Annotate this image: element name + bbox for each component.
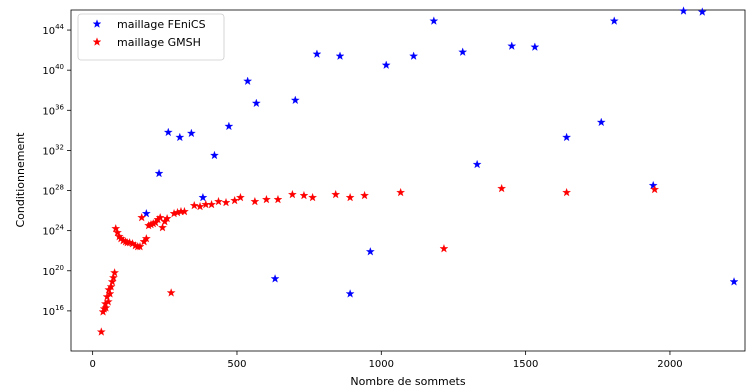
y-axis-label: Conditionnement <box>14 132 27 228</box>
data-point <box>273 194 283 204</box>
data-point <box>697 7 707 16</box>
y-tick-label: 1016 <box>42 304 64 318</box>
legend-label: maillage GMSH <box>117 36 201 49</box>
data-point <box>175 132 185 142</box>
data-point <box>609 16 619 25</box>
data-point <box>308 192 318 202</box>
series-fenics <box>141 6 739 298</box>
data-point <box>458 47 468 56</box>
series-gmsh <box>96 183 660 336</box>
data-point <box>335 51 345 60</box>
x-axis-label: Nombre de sommets <box>350 375 465 388</box>
data-point <box>103 297 113 306</box>
data-point <box>109 273 118 282</box>
data-point <box>166 288 176 297</box>
data-point <box>110 268 120 277</box>
data-point <box>195 201 205 211</box>
data-point <box>137 212 147 222</box>
data-point <box>111 223 121 233</box>
data-point <box>679 6 688 15</box>
legend-box <box>77 13 225 61</box>
legend-label: maillage FEniCS <box>117 18 206 31</box>
data-point <box>221 197 231 207</box>
legend: maillage FEniCS maillage GMSH <box>77 13 225 61</box>
y-tick-label: 1032 <box>42 143 64 157</box>
data-point <box>207 199 216 209</box>
data-point <box>299 190 309 200</box>
data-point <box>96 327 106 336</box>
data-point <box>365 247 375 256</box>
data-point <box>345 192 355 202</box>
data-point <box>562 132 572 142</box>
data-point <box>158 222 167 232</box>
data-point <box>163 127 173 137</box>
data-point <box>230 195 240 205</box>
data-point <box>113 227 122 237</box>
data-point <box>439 244 449 253</box>
legend-marker <box>92 19 102 28</box>
data-point <box>396 187 406 197</box>
y-tick-label: 1040 <box>42 63 64 77</box>
data-point <box>180 206 189 216</box>
y-tick-label: 1020 <box>42 264 64 278</box>
data-point <box>135 242 145 251</box>
data-point <box>106 282 116 291</box>
data-point <box>497 183 507 193</box>
y-tick-label: 1036 <box>42 103 64 117</box>
data-point <box>250 196 260 206</box>
data-point <box>596 117 606 127</box>
data-point <box>224 121 234 131</box>
data-point <box>186 128 196 138</box>
data-point <box>270 274 280 283</box>
data-point <box>243 76 253 85</box>
x-tick-label: 2000 <box>657 359 682 370</box>
y-axis: 1016 1020 1024 1028 1032 1036 1040 1044 <box>42 23 71 318</box>
data-point <box>236 192 245 202</box>
data-point <box>290 95 300 105</box>
x-tick-label: 1000 <box>369 359 394 370</box>
y-tick-label: 1044 <box>42 23 64 37</box>
data-points <box>96 6 739 336</box>
data-point <box>105 289 115 298</box>
data-point <box>162 213 172 223</box>
y-tick-label: 1028 <box>42 184 64 198</box>
data-point <box>472 159 482 169</box>
data-point <box>360 190 369 200</box>
data-point <box>409 51 419 60</box>
data-point <box>530 42 540 51</box>
data-point <box>345 289 355 298</box>
data-point <box>210 150 219 160</box>
data-point <box>141 208 151 218</box>
data-point <box>287 189 297 199</box>
data-point <box>331 189 341 199</box>
data-point <box>507 41 517 50</box>
data-point <box>189 200 199 210</box>
data-point <box>650 184 660 194</box>
x-tick-label: 0 <box>89 359 95 370</box>
data-point <box>155 212 165 222</box>
data-point <box>141 234 151 243</box>
legend-marker <box>92 37 102 46</box>
data-point <box>729 277 739 286</box>
data-point <box>381 60 391 69</box>
data-point <box>312 49 322 58</box>
data-point <box>101 303 111 312</box>
data-point <box>214 196 223 206</box>
data-point <box>251 98 261 108</box>
data-point <box>261 194 271 204</box>
data-point <box>562 187 572 197</box>
y-tick-label: 1024 <box>42 224 64 238</box>
plot-area <box>70 9 746 352</box>
data-point <box>429 16 439 25</box>
x-tick-label: 1500 <box>513 359 538 370</box>
x-tick-label: 500 <box>227 359 246 370</box>
x-axis: 0 500 1000 1500 2000 <box>89 351 683 370</box>
data-point <box>648 180 658 190</box>
data-point <box>154 168 164 178</box>
data-point <box>198 192 208 202</box>
